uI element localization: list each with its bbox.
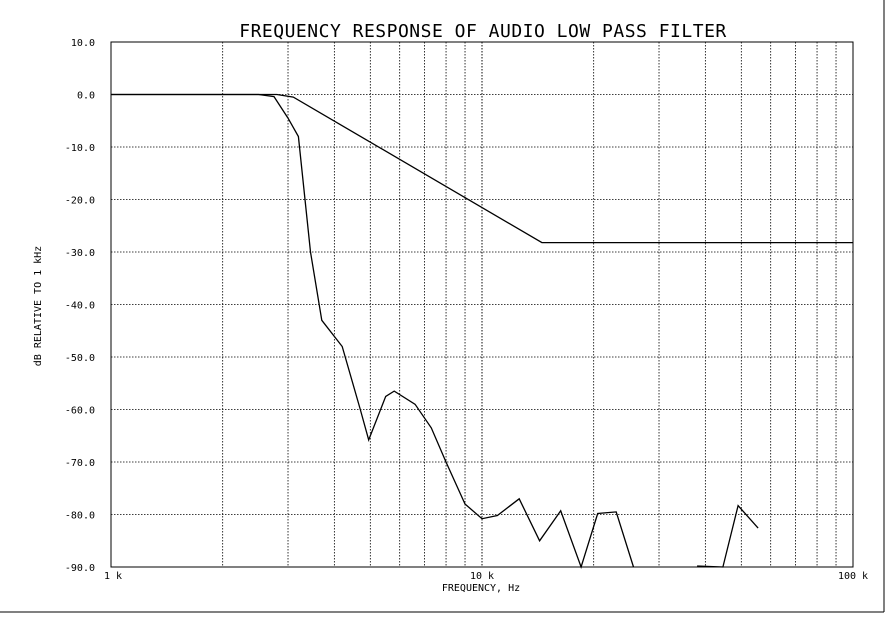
chart-title: FREQUENCY RESPONSE OF AUDIO LOW PASS FIL… bbox=[239, 21, 727, 42]
y-tick-label: -90.0 bbox=[65, 563, 95, 574]
y-tick-label: 10.0 bbox=[71, 38, 95, 49]
y-tick-label: -50.0 bbox=[65, 353, 95, 364]
grid bbox=[110, 41, 854, 568]
x-axis-label: FREQUENCY, Hz bbox=[442, 583, 520, 594]
y-tick-label: -10.0 bbox=[65, 143, 95, 154]
y-tick-label: -40.0 bbox=[65, 301, 95, 312]
y-tick-label: 0.0 bbox=[77, 91, 95, 102]
y-tick-label: -70.0 bbox=[65, 458, 95, 469]
y-tick-labels: 10.0 0.0 -10.0 -20.0 -30.0 -40.0 -50.0 -60.0 -70… bbox=[65, 38, 95, 574]
data-series bbox=[111, 93, 853, 570]
series-line-3 bbox=[697, 504, 759, 568]
y-tick-label: -20.0 bbox=[65, 196, 95, 207]
x-tick-label: 100 k bbox=[838, 571, 868, 582]
series-line-2 bbox=[111, 93, 635, 570]
x-tick-label: 10 k bbox=[470, 571, 494, 582]
x-tick-labels: 1 k 10 k 100 k bbox=[104, 571, 868, 582]
x-tick-label: 1 k bbox=[104, 571, 122, 582]
plot-border bbox=[110, 41, 854, 568]
y-tick-label: -80.0 bbox=[65, 511, 95, 522]
y-tick-label: -30.0 bbox=[65, 248, 95, 259]
y-tick-label: -60.0 bbox=[65, 406, 95, 417]
y-axis-label: dB RELATIVE TO 1 kHz bbox=[33, 246, 44, 366]
